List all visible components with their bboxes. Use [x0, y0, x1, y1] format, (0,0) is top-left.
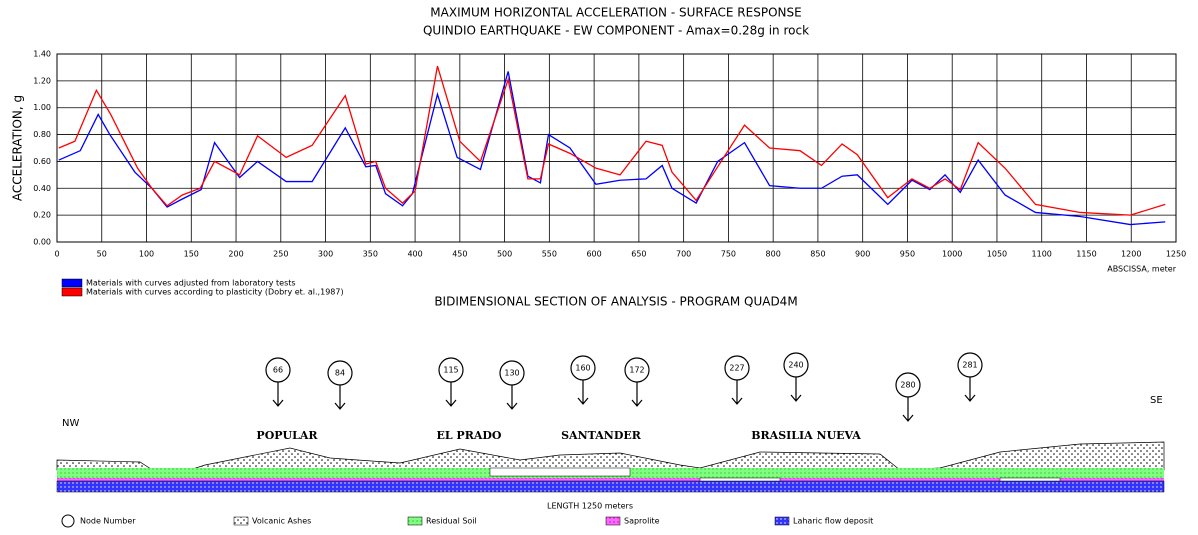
nw-label: NW	[62, 418, 79, 429]
node-label: 281	[962, 361, 977, 370]
place-label: BRASILIA NUEVA	[751, 429, 861, 442]
y-axis-label: ACCELERATION, g	[11, 95, 25, 201]
node-label: 240	[788, 361, 803, 370]
lens	[1000, 478, 1060, 481]
x-tick-label: 350	[363, 250, 378, 259]
legend-swatch	[606, 517, 620, 525]
legend-swatch	[62, 288, 82, 296]
x-tick-label: 300	[318, 250, 333, 259]
node-arrow	[632, 382, 642, 406]
chart-title: MAXIMUM HORIZONTAL ACCELERATION - SURFAC…	[430, 6, 801, 20]
x-tick-label: 1000	[942, 250, 962, 259]
section-title: BIDIMENSIONAL SECTION OF ANALYSIS - PROG…	[434, 295, 797, 309]
legend-label: Residual Soil	[426, 517, 477, 526]
x-tick-label: 800	[766, 250, 781, 259]
se-label: SE	[1150, 395, 1163, 406]
node-label: 172	[629, 366, 644, 375]
x-axis-label: ABSCISSA, meter	[1107, 265, 1176, 274]
y-tick-label: 0.00	[33, 238, 51, 247]
x-tick-label: 850	[810, 250, 825, 259]
node-arrow	[965, 377, 975, 401]
x-tick-label: 600	[586, 250, 601, 259]
y-tick-label: 1.20	[33, 76, 51, 85]
data-line	[59, 66, 1165, 215]
node-arrow	[446, 382, 456, 406]
x-tick-label: 200	[228, 250, 243, 259]
x-tick-label: 0	[54, 250, 59, 259]
legend-label: Node Number	[80, 517, 136, 526]
y-tick-label: 0.60	[33, 157, 51, 166]
legend-node-symbol	[62, 515, 74, 527]
x-tick-label: 1050	[987, 250, 1007, 259]
saprolite	[57, 478, 1164, 481]
x-tick-label: 650	[631, 250, 646, 259]
y-tick-label: 1.00	[33, 103, 51, 112]
x-tick-label: 1250	[1166, 250, 1186, 259]
x-tick-label: 150	[184, 250, 199, 259]
x-tick-label: 750	[721, 250, 736, 259]
node-arrow	[273, 382, 283, 406]
node-arrow	[903, 397, 913, 421]
node-label: 130	[504, 369, 519, 378]
legend-label: Materials with curves according to plast…	[86, 288, 344, 297]
lens	[700, 478, 780, 481]
x-tick-label: 500	[497, 250, 512, 259]
x-tick-label: 400	[407, 250, 422, 259]
x-tick-label: 700	[676, 250, 691, 259]
place-label: SANTANDER	[561, 429, 642, 442]
data-line	[59, 71, 1165, 224]
y-tick-label: 0.20	[33, 211, 51, 220]
node-label: 84	[335, 369, 345, 378]
node-arrow	[732, 380, 742, 404]
x-tick-label: 450	[452, 250, 467, 259]
node-arrow	[791, 377, 801, 401]
lens	[490, 468, 630, 476]
node-label: 280	[900, 381, 915, 390]
page: MAXIMUM HORIZONTAL ACCELERATION - SURFAC…	[0, 0, 1198, 535]
legend-swatch	[408, 517, 422, 525]
x-tick-label: 1200	[1121, 250, 1141, 259]
chart-subtitle: QUINDIO EARTHQUAKE - EW COMPONENT - Amax…	[423, 24, 809, 38]
legend-swatch	[62, 279, 82, 287]
node-arrow	[578, 380, 588, 404]
legend-label: Volcanic Ashes	[252, 517, 311, 526]
x-tick-label: 50	[97, 250, 107, 259]
node-arrow	[335, 385, 345, 409]
legend-label: Materials with curves adjusted from labo…	[86, 279, 296, 288]
node-label: 227	[729, 364, 744, 373]
node-label: 160	[575, 364, 590, 373]
node-label: 66	[273, 366, 283, 375]
legend-label: Saprolite	[624, 517, 660, 526]
x-tick-label: 250	[273, 250, 288, 259]
x-tick-label: 550	[542, 250, 557, 259]
node-arrow	[507, 385, 517, 409]
legend-label: Laharic flow deposit	[793, 517, 873, 526]
y-tick-label: 0.40	[33, 184, 51, 193]
x-tick-label: 1100	[1032, 250, 1052, 259]
x-tick-label: 1150	[1076, 250, 1096, 259]
length-label: LENGTH 1250 meters	[547, 502, 633, 511]
place-label: EL PRADO	[436, 429, 501, 442]
laharic-deposit	[57, 481, 1164, 492]
plot-frame	[57, 54, 1176, 242]
x-tick-label: 900	[855, 250, 870, 259]
node-label: 115	[443, 366, 458, 375]
x-tick-label: 950	[900, 250, 915, 259]
legend-swatch	[775, 517, 789, 525]
legend-swatch	[234, 517, 248, 525]
y-tick-label: 0.80	[33, 130, 51, 139]
place-label: POPULAR	[256, 429, 318, 442]
y-tick-label: 1.40	[33, 50, 51, 59]
x-tick-label: 100	[139, 250, 154, 259]
